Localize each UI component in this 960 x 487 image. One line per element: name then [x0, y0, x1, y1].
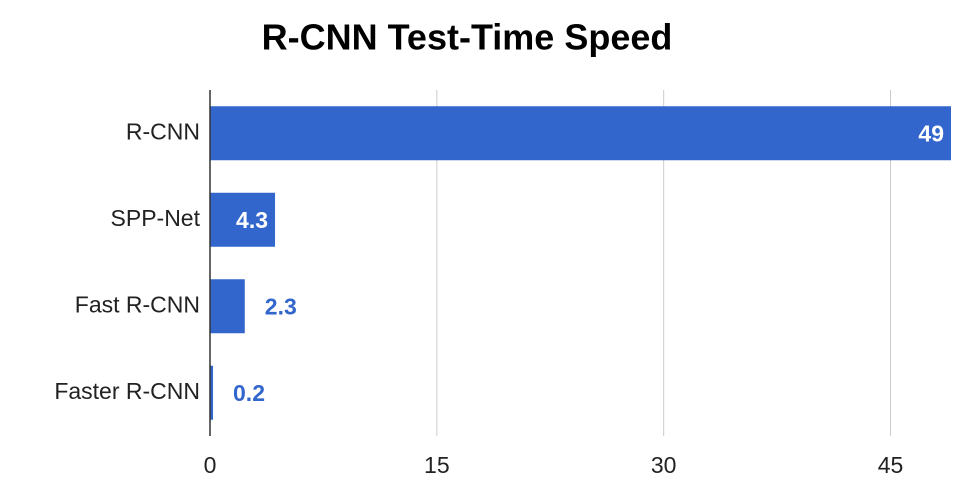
value-label: 4.3	[236, 207, 268, 233]
x-tick-label: 45	[878, 452, 904, 478]
bar	[210, 365, 214, 420]
y-tick-label: Faster R-CNN	[54, 378, 200, 404]
x-tick-label: 30	[651, 452, 677, 478]
bar	[210, 192, 276, 247]
y-tick-label: SPP-Net	[111, 205, 201, 231]
bar	[210, 279, 245, 334]
value-label: 0.2	[233, 380, 265, 406]
y-tick-label: Fast R-CNN	[75, 291, 200, 317]
y-tick-label: R-CNN	[126, 118, 200, 144]
x-tick-label: 15	[424, 452, 450, 478]
value-label: 49	[918, 120, 944, 146]
bar	[210, 106, 951, 161]
chart-title: R-CNN Test-Time Speed	[262, 17, 673, 58]
x-tick-label: 0	[204, 452, 217, 478]
value-label: 2.3	[265, 293, 297, 319]
